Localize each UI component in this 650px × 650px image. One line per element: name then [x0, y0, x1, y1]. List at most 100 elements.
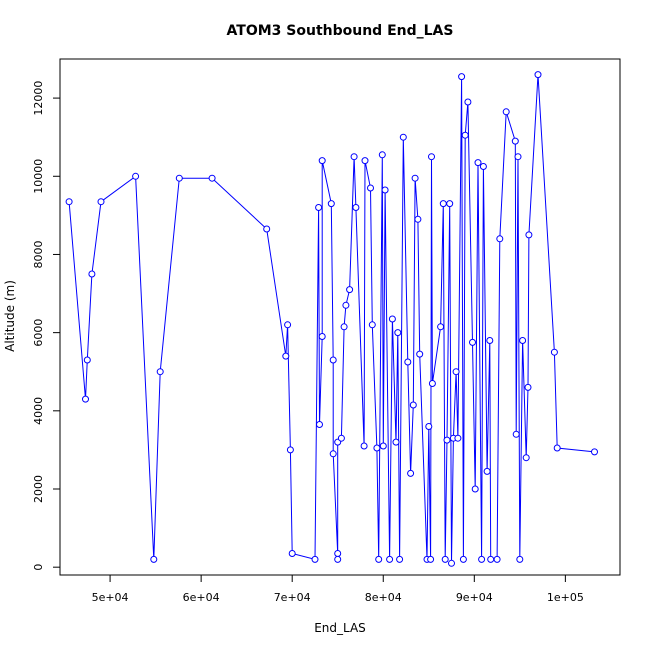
data-point — [469, 338, 476, 346]
data-point — [483, 467, 491, 475]
data-point — [516, 555, 524, 563]
data-point — [282, 352, 290, 360]
data-point — [525, 231, 533, 239]
data-point — [175, 174, 183, 182]
data-point — [379, 442, 387, 450]
data-point — [524, 383, 532, 391]
x-tick-label: 7e+04 — [274, 591, 311, 604]
data-point — [329, 450, 337, 458]
data-point — [318, 157, 326, 165]
data-point — [327, 200, 335, 208]
series-layer — [65, 71, 598, 567]
data-point — [352, 204, 360, 211]
data-point — [337, 434, 345, 442]
data-point — [446, 200, 454, 208]
data-point — [399, 133, 407, 141]
data-point — [458, 73, 466, 81]
data-point — [396, 555, 404, 563]
data-point — [156, 368, 164, 376]
data-point — [381, 186, 389, 194]
data-point — [375, 555, 383, 563]
data-point — [478, 555, 486, 563]
data-point — [591, 448, 598, 456]
data-point — [522, 454, 530, 462]
data-point — [263, 225, 271, 233]
data-point — [83, 356, 91, 364]
data-point — [459, 555, 467, 563]
x-axis: 5e+04 6e+04 7e+04 8e+04 9e+04 1e+05 — [92, 575, 584, 604]
data-point — [443, 436, 451, 444]
data-point — [392, 438, 400, 446]
data-point — [416, 350, 424, 358]
data-point — [334, 555, 342, 563]
x-tick-label: 1e+05 — [547, 591, 584, 604]
data-point — [441, 555, 449, 563]
data-point — [97, 198, 105, 206]
data-point — [284, 321, 292, 329]
data-point — [346, 286, 354, 294]
y-tick-label: 2000 — [32, 475, 45, 503]
data-point — [367, 184, 374, 192]
data-point — [502, 108, 510, 116]
data-point — [368, 321, 376, 329]
data-point — [512, 430, 520, 438]
data-point — [407, 469, 415, 477]
data-point — [373, 444, 381, 452]
data-point — [519, 337, 527, 344]
data-point — [411, 174, 419, 182]
data-point — [437, 323, 445, 331]
data-point — [315, 204, 323, 211]
series-line — [68, 74, 595, 564]
data-point — [360, 442, 368, 450]
data-point — [428, 153, 435, 161]
data-point — [550, 348, 558, 356]
y-tick-label: 0 — [32, 564, 45, 571]
data-point — [82, 395, 89, 403]
data-point — [511, 137, 519, 145]
data-point — [439, 200, 447, 208]
data-point — [414, 215, 422, 223]
data-point — [486, 337, 494, 344]
data-point — [65, 198, 73, 206]
x-tick-label: 5e+04 — [92, 591, 129, 604]
x-tick-label: 6e+04 — [183, 591, 220, 604]
x-tick-label: 9e+04 — [456, 591, 493, 604]
data-point — [378, 151, 386, 159]
data-point — [464, 98, 472, 106]
data-point — [318, 333, 326, 340]
data-point — [487, 555, 495, 563]
data-point — [425, 423, 433, 430]
data-point — [311, 555, 319, 563]
data-point — [428, 380, 436, 387]
data-point — [350, 153, 358, 161]
plot-frame — [59, 58, 621, 576]
data-point — [474, 159, 482, 167]
y-axis: 0 2000 4000 6000 8000 10000 12000 — [32, 81, 60, 571]
data-point — [208, 174, 216, 182]
data-point — [288, 550, 296, 557]
data-point — [479, 163, 487, 170]
y-tick-label: 6000 — [32, 319, 45, 347]
x-axis-label: End_LAS — [314, 621, 366, 635]
data-point — [427, 555, 435, 563]
data-point — [340, 323, 348, 331]
data-point — [448, 559, 455, 567]
data-point — [132, 172, 140, 180]
data-point — [150, 555, 158, 563]
data-point — [454, 434, 462, 442]
data-point — [553, 444, 561, 452]
data-point — [461, 131, 469, 139]
data-point — [329, 356, 337, 364]
data-point — [334, 550, 342, 557]
x-tick-label: 8e+04 — [365, 591, 402, 604]
y-tick-label: 4000 — [32, 397, 45, 425]
data-point — [286, 446, 294, 454]
data-point — [409, 401, 417, 409]
y-tick-label: 8000 — [32, 240, 45, 268]
data-point — [342, 301, 350, 309]
data-point — [452, 368, 460, 376]
data-point — [88, 270, 96, 278]
data-point — [471, 485, 479, 493]
